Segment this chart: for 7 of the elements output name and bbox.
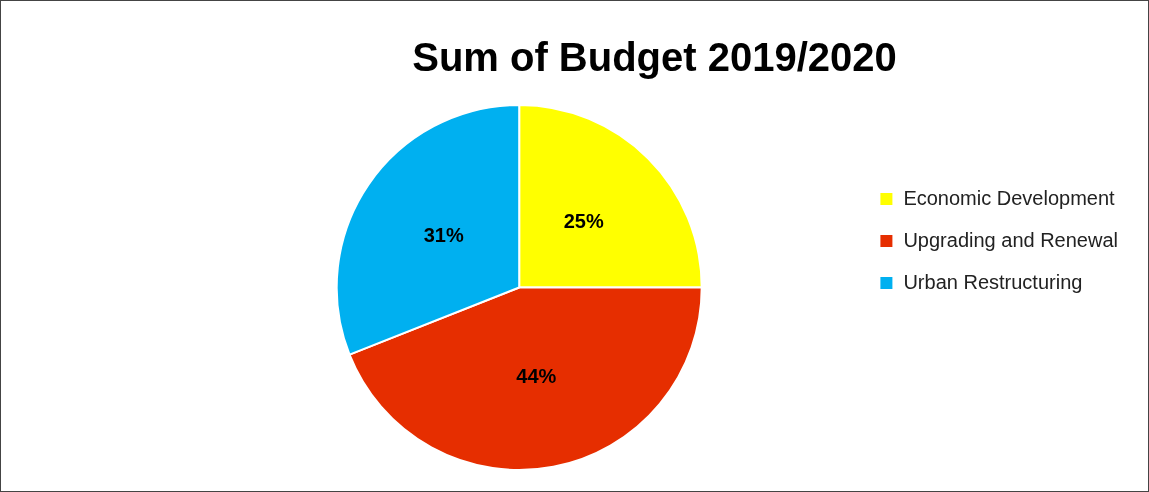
data-label: 25% <box>563 210 604 233</box>
legend-label: Upgrading and Renewal <box>903 228 1118 251</box>
legend-label: Economic Development <box>903 186 1116 209</box>
chart-title: Sum of Budget 2019/2020 <box>412 35 897 80</box>
legend-label: Urban Restructuring <box>903 270 1083 293</box>
data-label: 31% <box>423 223 464 246</box>
data-label: 44% <box>516 364 557 387</box>
